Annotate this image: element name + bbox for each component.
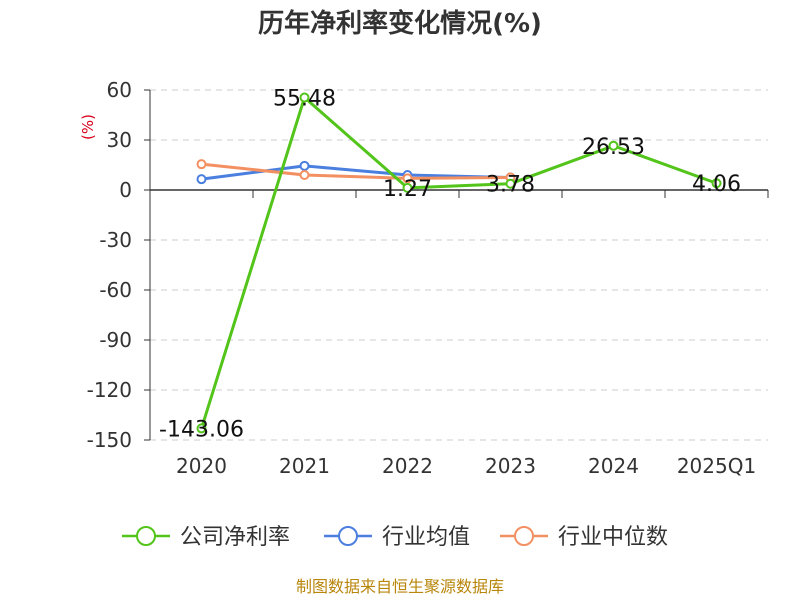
data-point-0 (196, 423, 207, 434)
data-label: 55.48 (273, 87, 336, 112)
x-tick-label: 2023 (485, 454, 536, 478)
data-label: 3.78 (486, 173, 535, 198)
series-line-0 (200, 96, 718, 429)
x-tick-label: 2024 (588, 454, 639, 478)
data-point-0 (505, 178, 516, 189)
y-axis-unit-label: (%) (79, 114, 97, 140)
series-line-1 (201, 164, 511, 181)
series-lines (196, 92, 722, 434)
data-point-0 (711, 178, 722, 189)
data-label: 1.27 (383, 177, 432, 202)
data-point-2 (402, 173, 413, 184)
legend: 公司净利率 行业均值 行业中位数 (122, 525, 668, 550)
data-point-2 (299, 170, 310, 180)
data-point-0 (402, 182, 413, 193)
legend-label: 行业中位数 (558, 525, 668, 550)
legend-label: 行业均值 (382, 525, 470, 550)
y-tick-label: 60 (107, 78, 132, 102)
chart-title: 历年净利率变化情况(%) (258, 8, 542, 39)
y-tick-label: 0 (119, 178, 132, 202)
data-point-0 (299, 92, 310, 103)
y-tick-label: -90 (99, 328, 132, 352)
y-tick-label: -60 (99, 278, 132, 302)
y-tick-label: -150 (87, 428, 132, 452)
x-tick-label: 2021 (279, 454, 330, 478)
data-point-1 (196, 174, 207, 185)
data-label: 26.53 (582, 135, 645, 160)
data-point-1 (299, 160, 310, 171)
y-tick-label: 30 (107, 128, 132, 152)
legend-marker (338, 526, 358, 546)
x-tick-label: 2020 (176, 454, 227, 478)
axes: 60 30 0 -30 -60 -90 -120 -150 2020 2021 2022 2023 20… (87, 78, 769, 478)
data-point-2 (196, 159, 207, 170)
data-labels: -143.06 55.48 1.27 3.78 26.53 4.06 (159, 87, 741, 443)
data-label: -143.06 (159, 417, 244, 442)
y-tick-label: -120 (87, 378, 132, 402)
source-note: 制图数据来自恒生聚源数据库 (296, 577, 504, 596)
data-label: 4.06 (692, 172, 741, 197)
grid-lines (150, 89, 768, 441)
legend-marker (514, 526, 534, 546)
y-tick-label: -30 (99, 228, 132, 252)
data-point-0 (608, 140, 619, 151)
series-line-2 (201, 162, 511, 180)
x-tick-label: 2025Q1 (677, 454, 756, 478)
legend-label: 公司净利率 (180, 525, 290, 550)
legend-marker (136, 526, 156, 546)
x-tick-label: 2022 (382, 454, 433, 478)
